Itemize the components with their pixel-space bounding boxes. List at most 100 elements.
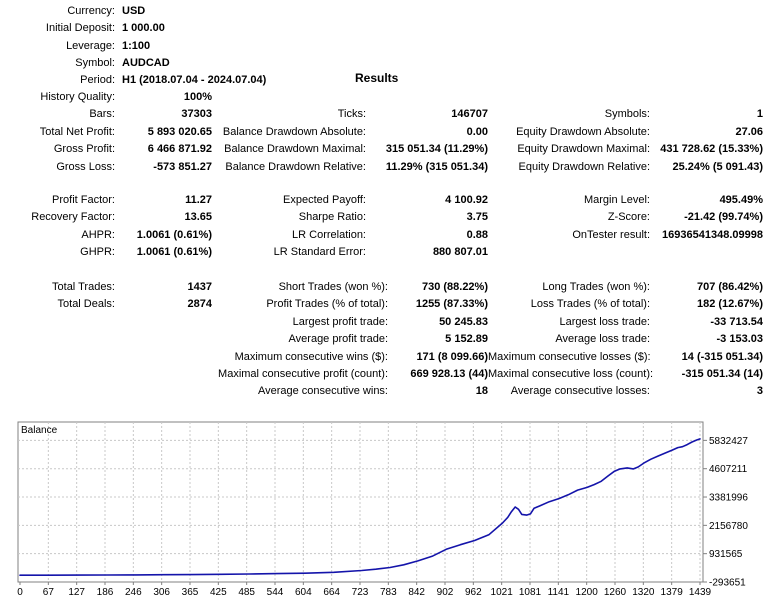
x-axis-label: 842 <box>408 587 425 598</box>
stat-label: Recovery Factor: <box>31 211 115 224</box>
stat-value: 37303 <box>181 108 212 121</box>
balance-chart: 0 67 127 186 246 306 365 425 485 544 604 664 723 783 8… <box>17 421 748 598</box>
stat-value <box>115 366 212 383</box>
stat-value: 100% <box>183 91 212 103</box>
stat-label: Largest profit trade: <box>292 315 388 328</box>
stat-row: Bars: 37303 Ticks: 146707 Symbols: 1 <box>0 106 780 123</box>
stat-row: Total Net Profit: 5 893 020.65 Balance Dra… <box>0 124 780 141</box>
stat-value: 16936541348.09998 <box>662 228 763 241</box>
x-axis-label: 1379 <box>661 587 684 598</box>
stat-value: 1 <box>756 108 763 121</box>
stat-row: Maximal consecutive profit (count): 669 9… <box>0 366 780 383</box>
stat-label: Maximum consecutive wins ($): <box>234 350 388 363</box>
stat-label: LR Correlation: <box>292 228 366 241</box>
stat-value: -21.42 (99.74%) <box>684 211 763 224</box>
stat-row: Maximum consecutive wins ($): 171 (8 099.… <box>0 349 780 366</box>
stat-value: 3 <box>756 385 763 398</box>
stat-row: AHPR: 1.0061 (0.61%) LR Correlation: 0.88 On… <box>0 227 780 244</box>
y-axis-label: 5832427 <box>709 436 748 447</box>
stat-row: History Quality: 100% <box>0 89 780 106</box>
stat-label: Average loss trade: <box>555 333 650 346</box>
stat-value: 1.0061 (0.61%) <box>136 246 212 259</box>
stat-label: GHPR: <box>80 246 115 259</box>
stat-row: Recovery Factor: 13.65 Sharpe Ratio: 3.75 Z-… <box>0 209 780 226</box>
stat-value: 6 466 871.92 <box>147 143 212 156</box>
stats-section-summary: History Quality: 100% Bars: 37303 Ticks: 1467… <box>0 89 780 176</box>
x-axis-label: 1439 <box>689 587 712 598</box>
stat-label: Bars: <box>89 108 115 121</box>
stat-value: 13.65 <box>184 211 212 224</box>
stat-row: GHPR: 1.0061 (0.61%) LR Standard Error: 880… <box>0 244 780 261</box>
stat-label: Margin Level: <box>583 194 650 206</box>
x-axis-label: 1260 <box>604 587 627 598</box>
stat-label <box>0 383 115 400</box>
stat-value <box>366 89 488 106</box>
stat-value: -315 051.34 (14) <box>681 367 763 380</box>
info-label: Period: <box>80 74 115 87</box>
account-info-block: Currency: USD Initial Deposit: 1 000.00 Leve… <box>0 3 780 89</box>
stat-label: Long Trades (won %): <box>542 281 650 293</box>
x-axis-label: 186 <box>97 587 114 598</box>
x-axis-label: 544 <box>267 587 284 598</box>
y-axis-label: 931565 <box>709 549 743 560</box>
stat-label <box>212 89 366 106</box>
stat-value <box>115 349 212 366</box>
stat-label: Profit Trades (% of total): <box>266 298 388 311</box>
stat-value: 5 893 020.65 <box>147 125 212 138</box>
stat-value: 1255 (87.33%) <box>415 298 488 311</box>
stat-row: Gross Loss: -573 851.27 Balance Drawdown R… <box>0 159 780 176</box>
info-value: 1:100 <box>122 39 151 52</box>
stat-label: Average profit trade: <box>288 333 388 346</box>
x-axis-label: 485 <box>238 587 255 598</box>
x-axis-label: 0 <box>17 587 23 598</box>
stat-label <box>0 366 115 383</box>
info-row: Period: H1 (2018.07.04 - 2024.07.04) <box>0 72 780 89</box>
stat-label: Gross Profit: <box>53 143 115 156</box>
info-label: Initial Deposit: <box>45 22 115 35</box>
stat-value: 2874 <box>187 298 212 311</box>
x-axis-label: 783 <box>380 587 397 598</box>
x-axis-label: 425 <box>210 587 227 598</box>
stat-row: Average profit trade: 5 152.89 Average los… <box>0 331 780 348</box>
stat-value <box>115 383 212 400</box>
x-axis-label: 1081 <box>519 587 542 598</box>
stat-label: Equity Drawdown Maximal: <box>517 143 650 156</box>
y-axis-label: 2156780 <box>709 521 748 532</box>
x-axis-label: 306 <box>153 587 170 598</box>
x-axis-label: 664 <box>323 587 340 598</box>
stat-label: Equity Drawdown Relative: <box>518 160 650 173</box>
stat-value: 146707 <box>451 108 488 121</box>
info-row: Initial Deposit: 1 000.00 <box>0 20 780 37</box>
stat-value: -33 713.54 <box>710 315 763 328</box>
info-value: H1 (2018.07.04 - 2024.07.04) <box>122 74 267 87</box>
stat-value: 315 051.34 (11.29%) <box>385 143 488 156</box>
stat-label: Total Deals: <box>57 298 115 311</box>
stat-label <box>488 89 650 106</box>
stat-value: 3.75 <box>466 211 488 224</box>
stat-label: OnTester result: <box>572 228 650 241</box>
stat-value: 4 100.92 <box>445 194 488 206</box>
stat-label: Loss Trades (% of total): <box>530 298 650 311</box>
stat-label <box>488 244 650 261</box>
stat-label <box>0 314 115 331</box>
stat-row: Largest profit trade: 50 245.83 Largest lo… <box>0 314 780 331</box>
info-row: Leverage: 1:100 <box>0 38 780 55</box>
stat-label: Gross Loss: <box>56 160 115 173</box>
info-value: AUDCAD <box>122 56 170 69</box>
stat-label: Profit Factor: <box>52 194 115 206</box>
stat-value: -573 851.27 <box>153 160 212 173</box>
stat-label: Symbols: <box>604 108 650 121</box>
info-label: Currency: <box>67 5 115 17</box>
stat-value <box>650 89 763 106</box>
stat-value: 5 152.89 <box>445 333 488 346</box>
results-title: Results <box>355 71 399 85</box>
x-axis-label: 365 <box>182 587 199 598</box>
x-axis-label: 67 <box>43 587 55 598</box>
x-axis-label: 723 <box>352 587 369 598</box>
stat-label: Ticks: <box>337 108 366 121</box>
info-label: Leverage: <box>66 39 115 52</box>
x-axis-label: 604 <box>295 587 312 598</box>
y-axis-label: 4607211 <box>709 464 748 475</box>
x-axis-label: 1021 <box>491 587 514 598</box>
stat-label: Maximum consecutive losses ($): <box>488 350 651 363</box>
